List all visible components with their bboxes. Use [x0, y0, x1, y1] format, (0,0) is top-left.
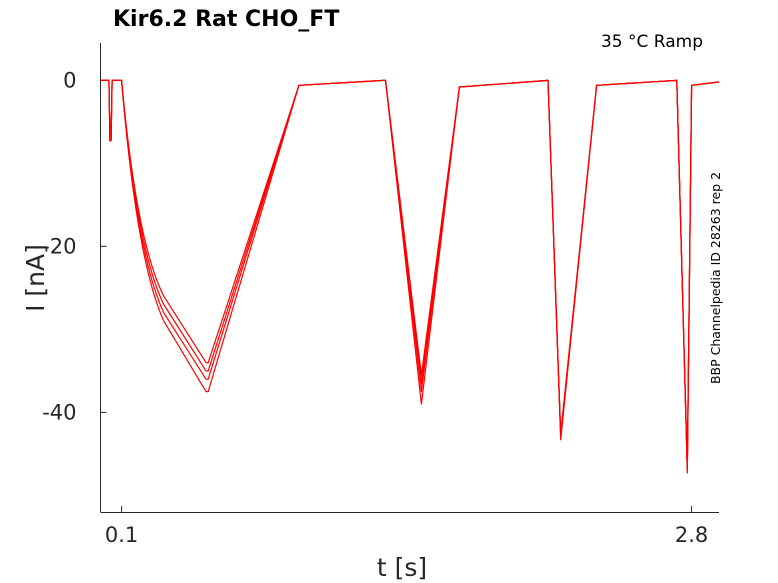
plot-area: 0 -20 -40 0.1 2.8	[42, 43, 720, 547]
chart-title: Kir6.2 Rat CHO_FT	[113, 7, 339, 32]
y-tick-label: -40	[42, 400, 76, 424]
x-ticks: 0.1 2.8	[105, 506, 708, 547]
x-axis-label: t [s]	[377, 553, 427, 582]
traces	[100, 79, 720, 474]
y-axis-label: I [nA]	[21, 244, 50, 312]
current-trace-4	[100, 79, 720, 474]
current-trace-1	[100, 79, 720, 467]
channelpedia-id-label: BBP Channelpedia ID 28263 rep 2	[708, 172, 723, 384]
y-ticks: 0 -20 -40	[42, 68, 107, 424]
y-tick-label: 0	[63, 68, 76, 92]
condition-label: 35 °C Ramp	[601, 32, 703, 52]
y-tick-label: -20	[42, 234, 76, 258]
x-tick-label: 2.8	[675, 523, 708, 547]
x-tick-label: 0.1	[105, 523, 138, 547]
